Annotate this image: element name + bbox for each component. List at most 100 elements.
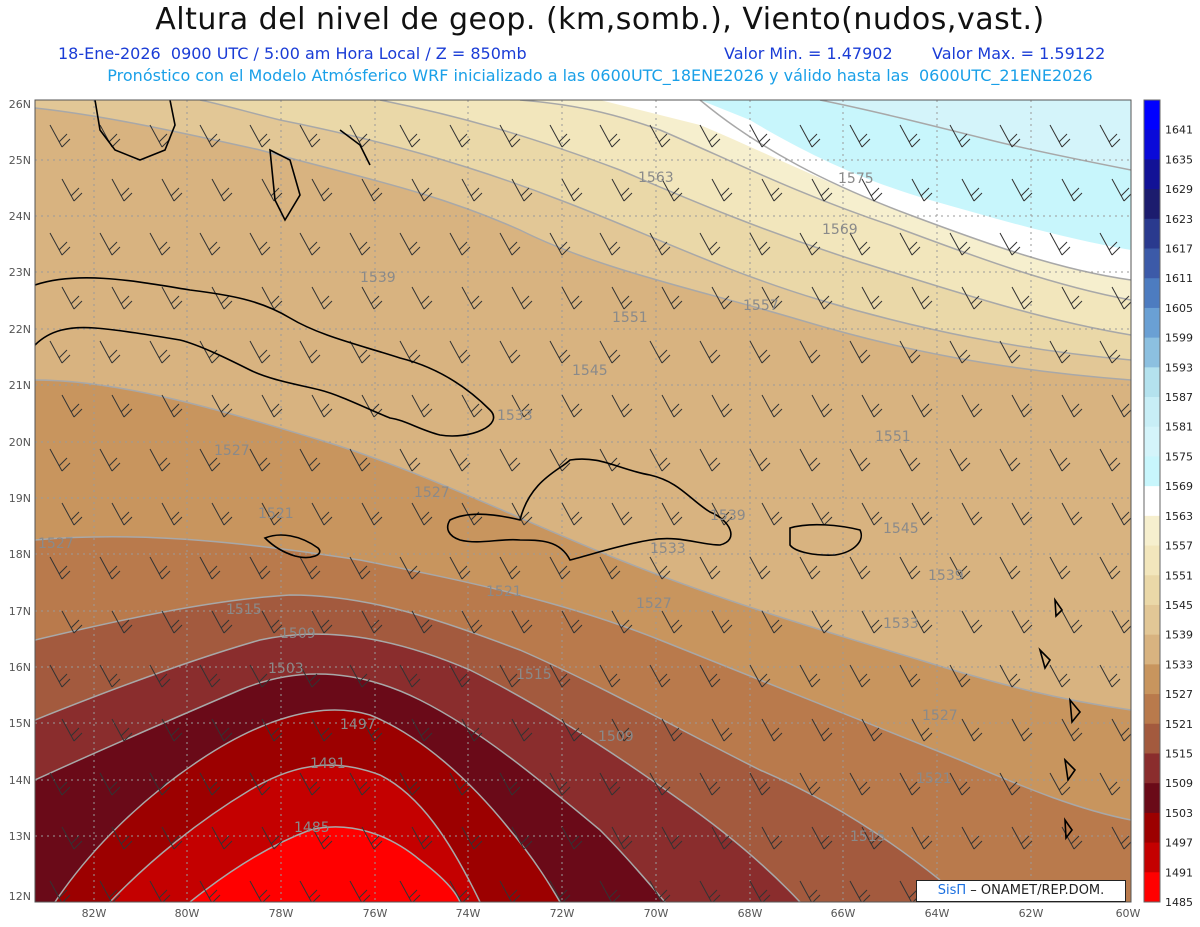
wind-barb xyxy=(99,448,121,472)
legend-label: 1515 xyxy=(1165,747,1193,760)
contour-label: 1485 xyxy=(294,820,330,836)
wind-barb xyxy=(699,340,721,364)
y-tick-label: 22N xyxy=(9,323,31,336)
y-tick-label: 15N xyxy=(9,717,31,730)
wind-barb xyxy=(1049,556,1071,580)
contour-label: 1545 xyxy=(572,363,608,379)
wind-barb xyxy=(1061,502,1083,526)
contour-label: 1515 xyxy=(226,602,262,618)
wind-barb xyxy=(861,610,883,634)
legend-swatch xyxy=(1144,664,1160,695)
wind-barb xyxy=(211,502,233,526)
wind-barb xyxy=(61,826,83,850)
wind-barb xyxy=(999,772,1021,796)
contour-label: 1521 xyxy=(486,584,522,600)
wind-barb xyxy=(961,502,983,526)
wind-barb xyxy=(761,610,783,634)
wind-barb xyxy=(1061,286,1083,310)
wind-barb xyxy=(961,826,983,850)
wind-barb xyxy=(811,502,833,526)
legend-label: 1503 xyxy=(1165,807,1193,820)
wind-barb xyxy=(699,664,721,688)
wind-barb xyxy=(811,826,833,850)
map-frame xyxy=(34,99,1132,903)
legend-label: 1605 xyxy=(1165,302,1193,315)
wind-barb xyxy=(361,286,383,310)
y-tick-label: 26N xyxy=(9,98,31,111)
legend-swatch xyxy=(1144,812,1160,844)
wind-barb xyxy=(111,178,133,202)
geopotential-fill xyxy=(35,100,1131,902)
legend-label: 1641 xyxy=(1165,124,1193,137)
wind-barb xyxy=(349,124,371,148)
legend-swatch xyxy=(1144,367,1160,398)
wind-barb xyxy=(549,340,571,364)
wind-barb xyxy=(511,826,533,850)
wind-barb xyxy=(161,178,183,202)
legend-swatch xyxy=(1144,426,1160,457)
wind-barb xyxy=(211,394,233,418)
wind-barb xyxy=(549,556,571,580)
wind-barb xyxy=(499,232,521,256)
wind-barb xyxy=(961,610,983,634)
wind-barb xyxy=(799,340,821,364)
wind-barb xyxy=(261,610,283,634)
wind-barb xyxy=(849,232,871,256)
florida-coast xyxy=(94,100,176,161)
wind-barb xyxy=(899,772,921,796)
wind-barb xyxy=(61,286,83,310)
wind-barb xyxy=(411,394,433,418)
wind-barb xyxy=(49,448,71,472)
wind-barb xyxy=(799,448,821,472)
wind-barb xyxy=(1061,610,1083,634)
wind-barb xyxy=(49,340,71,364)
wind-barb xyxy=(49,556,71,580)
contour-label: 1539 xyxy=(710,508,746,524)
wind-barb xyxy=(199,448,221,472)
wind-barb xyxy=(161,502,183,526)
legend-swatch xyxy=(1144,159,1160,190)
valid-time: 18-Ene-2026 0900 UTC / 5:00 am Hora Loca… xyxy=(58,44,527,63)
wind-barb xyxy=(761,286,783,310)
wind-barb xyxy=(611,718,633,742)
wind-barb xyxy=(599,232,621,256)
wind-barb xyxy=(861,718,883,742)
wind-barb xyxy=(761,178,783,202)
wind-barb xyxy=(461,718,483,742)
wind-barb xyxy=(1011,178,1033,202)
wind-barb xyxy=(399,232,421,256)
wind-barb xyxy=(261,394,283,418)
wind-barb xyxy=(599,340,621,364)
wind-barb xyxy=(811,286,833,310)
wind-barb xyxy=(999,448,1021,472)
legend-label: 1497 xyxy=(1165,837,1193,850)
wind-barb xyxy=(411,718,433,742)
legend-label: 1569 xyxy=(1165,480,1193,493)
legend-label: 1635 xyxy=(1165,153,1193,166)
wind-barb xyxy=(199,772,221,796)
contour-label: 1569 xyxy=(822,222,858,238)
contour-label: 1533 xyxy=(497,408,533,424)
legend-swatch xyxy=(1144,842,1160,873)
wind-barb xyxy=(849,556,871,580)
wind-barb xyxy=(961,286,983,310)
wind-barb xyxy=(411,826,433,850)
wind-barb xyxy=(449,448,471,472)
x-tick-label: 68W xyxy=(738,907,763,920)
wind-barb xyxy=(149,556,171,580)
wind-barb xyxy=(61,178,83,202)
contour-label: 1527 xyxy=(38,536,74,552)
wind-barb xyxy=(149,664,171,688)
wind-barb xyxy=(61,502,83,526)
wind-barb xyxy=(311,826,333,850)
wind-barb xyxy=(611,502,633,526)
wind-barb xyxy=(361,610,383,634)
legend-label: 1539 xyxy=(1165,629,1193,642)
x-tick-label: 66W xyxy=(831,907,856,920)
wind-barb xyxy=(211,610,233,634)
contour-label: 1545 xyxy=(883,521,919,537)
wind-barb xyxy=(911,286,933,310)
y-tick-label: 23N xyxy=(9,266,31,279)
wind-barb xyxy=(961,718,983,742)
